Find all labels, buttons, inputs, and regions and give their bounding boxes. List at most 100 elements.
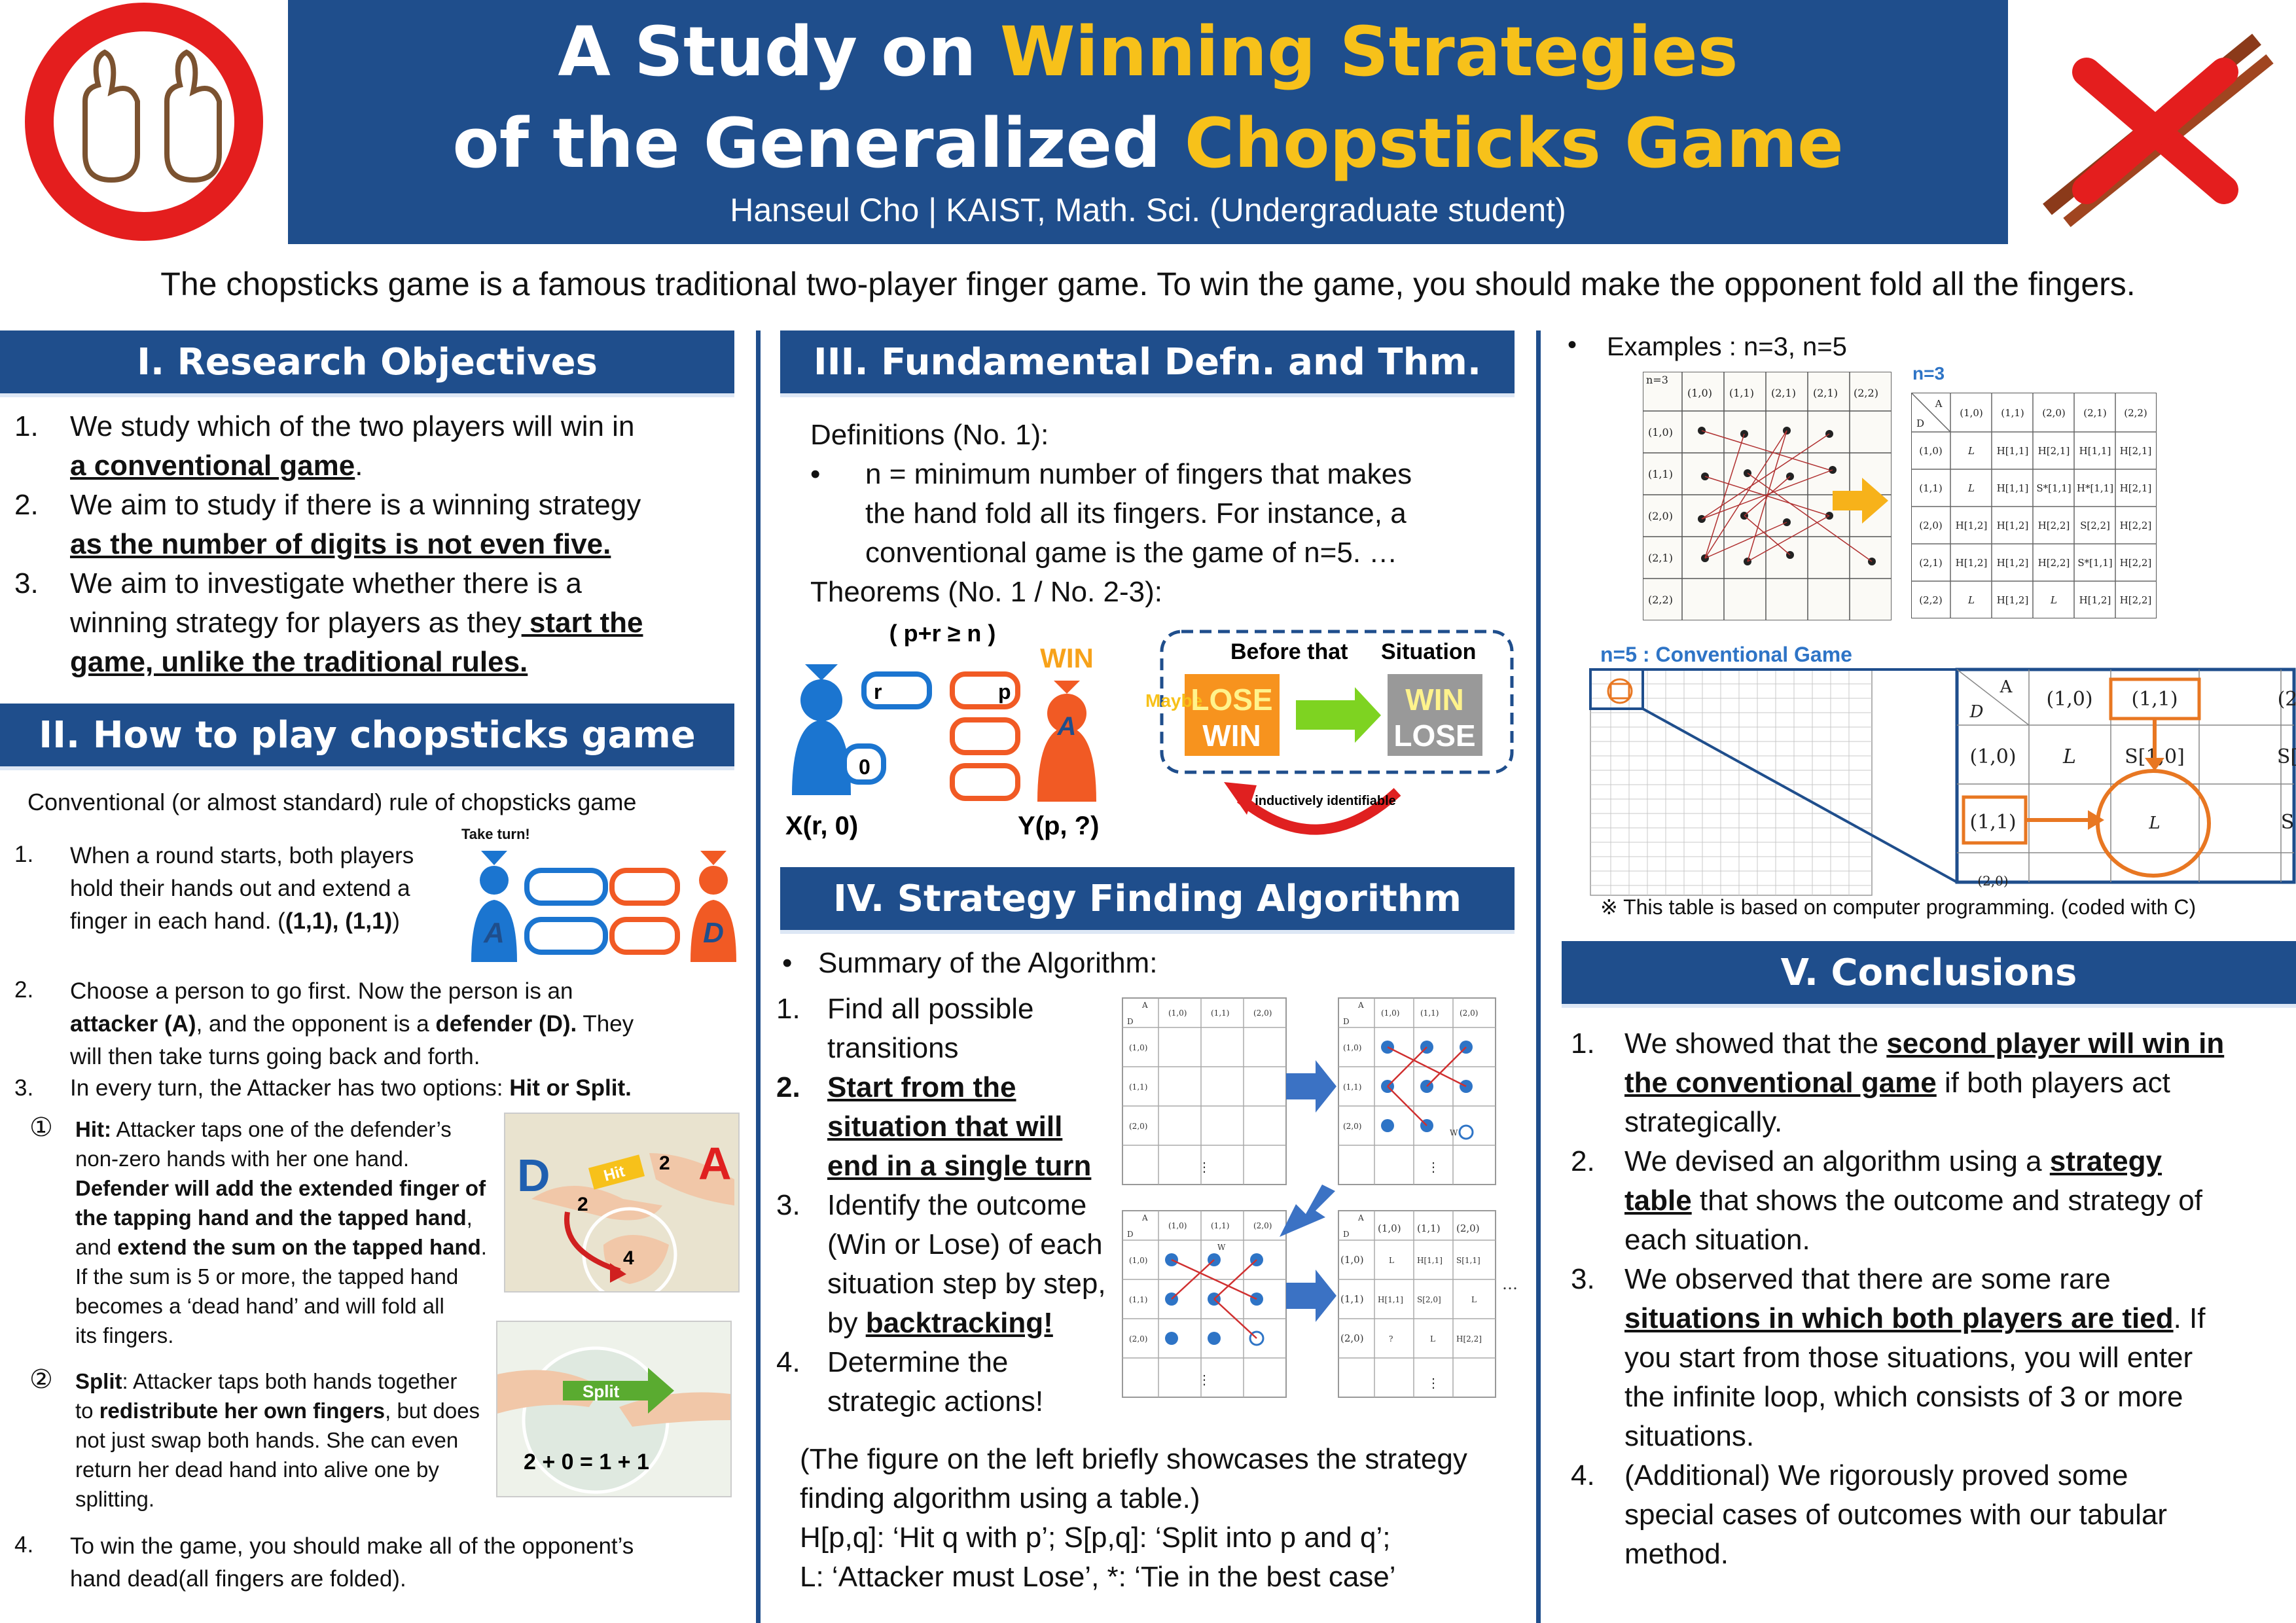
handwritten-n3-table: n=3 (1,0) (1,1) (2,1) (2,1) (2,2) (1,0) (1,1)…: [1643, 372, 1892, 620]
column-divider: [756, 330, 761, 1623]
svg-text:(1,1): (1,1): [1420, 1008, 1439, 1018]
poster-title-line1: A Study on Winning Strategies: [558, 12, 1738, 92]
svg-text:0: 0: [859, 755, 870, 779]
svg-text:(2,0): (2,0): [1253, 1221, 1272, 1230]
svg-text:2 + 0 = 1 + 1: 2 + 0 = 1 + 1: [524, 1450, 649, 1474]
hit-photo: D A Hit 2 2 4: [504, 1113, 740, 1302]
svg-text:LOSE: LOSE: [1191, 683, 1272, 717]
svg-text:L: L: [2062, 745, 2076, 768]
svg-text:Split: Split: [583, 1382, 620, 1401]
take-turn-label: Take turn!: [461, 826, 530, 842]
svg-text:(1,0): (1,0): [1340, 1254, 1364, 1266]
svg-text:A: A: [1935, 398, 1943, 410]
svg-text:H[2,1]: H[2,1]: [2038, 445, 2070, 457]
right-logo: [2008, 0, 2296, 244]
svg-text:n=3: n=3: [1646, 374, 1668, 386]
svg-text:(2,0): (2,0): [1343, 1122, 1361, 1131]
svg-text:r: r: [874, 680, 882, 704]
svg-text:H[2,2]: H[2,2]: [2038, 520, 2070, 531]
svg-text:D: D: [1343, 1230, 1350, 1239]
svg-text:(1,0): (1,0): [1687, 387, 1712, 399]
svg-text:2: 2: [659, 1152, 670, 1174]
rules-subtitle: Conventional (or almost standard) rule o…: [27, 789, 637, 815]
split-marker: ②: [29, 1365, 53, 1394]
svg-text:⋮: ⋮: [1198, 1372, 1211, 1387]
svg-text:(1,1): (1,1): [1343, 1082, 1361, 1092]
svg-text:(2,0): (2,0): [1340, 1332, 1364, 1344]
n3-label: n=3: [1912, 363, 1945, 383]
svg-text:L: L: [1967, 482, 1975, 494]
svg-text:L: L: [2050, 594, 2057, 606]
svg-text:(1,0): (1,0): [1919, 445, 1943, 457]
svg-text:W: W: [1450, 1128, 1458, 1137]
svg-text:p: p: [998, 680, 1011, 704]
svg-text:L: L: [1430, 1334, 1435, 1344]
svg-text:H[1,2]: H[1,2]: [1956, 557, 1988, 569]
split-description: Split: Attacker taps both hands together…: [75, 1369, 480, 1511]
svg-text:(1,0): (1,0): [1381, 1008, 1399, 1018]
svg-text:L: L: [1967, 594, 1975, 606]
svg-text:2: 2: [577, 1194, 588, 1215]
x-state: X(r, 0): [785, 812, 858, 840]
svg-text:H[2,2]: H[2,2]: [2120, 557, 2152, 569]
svg-text:(2,1): (2,1): [1813, 387, 1838, 399]
svg-text:W: W: [1217, 1243, 1226, 1252]
section-2-heading: II. How to play chopsticks game: [0, 704, 734, 770]
svg-text:H[2,1]: H[2,1]: [2120, 445, 2152, 457]
svg-text:H[1,2]: H[1,2]: [1997, 557, 2029, 569]
svg-text:D: D: [1916, 418, 1924, 429]
svg-text:(2,0): (2,0): [1129, 1122, 1147, 1131]
definition-1: n = minimum number of fingers that makes…: [865, 458, 1412, 569]
svg-text:H[2,2]: H[2,2]: [2038, 557, 2070, 569]
svg-text:LOSE: LOSE: [1393, 719, 1475, 753]
svg-text:H*[1,1]: H*[1,1]: [2077, 482, 2113, 494]
svg-text:(1,1): (1,1): [1919, 482, 1943, 494]
section-5-heading: V. Conclusions: [1562, 941, 2296, 1008]
svg-text:Before that: Before that: [1230, 639, 1348, 664]
svg-text:(2,2): (2,2): [1854, 387, 1878, 399]
svg-text:D: D: [1127, 1017, 1134, 1026]
svg-text:(1,1): (1,1): [2001, 407, 2024, 419]
svg-text:(2,2): (2,2): [1648, 594, 1673, 606]
win-label: WIN: [1040, 643, 1094, 673]
svg-text:(2,0): (2,0): [1919, 520, 1943, 531]
column-divider: [1536, 330, 1541, 1623]
svg-text:(1,1): (1,1): [1340, 1293, 1364, 1305]
hit-marker: ①: [29, 1113, 53, 1142]
svg-text:(1,1): (1,1): [1648, 468, 1673, 480]
svg-text:A: A: [1141, 1001, 1148, 1010]
svg-text:⋮: ⋮: [1427, 1159, 1440, 1175]
algorithm-note: (The figure on the left briefly showcase…: [800, 1443, 1467, 1593]
svg-text:S*[1,1]: S*[1,1]: [2036, 482, 2071, 494]
n5-strategy-table-with-zoom: AD (1,0)(1,1)(2 (1,0)(1,1)(2,0) LS[1,0]S…: [1589, 668, 2296, 896]
summary-bullet: •: [782, 947, 793, 979]
hit-description: Hit: Attacker taps one of the defender’s…: [75, 1117, 487, 1347]
examples-bullet: •: [1568, 330, 1577, 359]
attacker-letter: A: [483, 917, 505, 949]
section-4-heading: IV. Strategy Finding Algorithm: [780, 867, 1515, 934]
hands-figure: A D: [471, 851, 736, 962]
split-photo: Split 2 + 0 = 1 + 1: [496, 1321, 732, 1497]
svg-text:(1,0): (1,0): [1168, 1008, 1187, 1018]
section-1-heading: I. Research Objectives: [0, 330, 734, 397]
algorithm-figure: AD (1,0) (1,1) (2,0) (1,0)(1,1)(2,0) ⋮ AD …: [1122, 997, 1518, 1398]
y-state: Y(p, ?): [1018, 812, 1099, 840]
svg-text:(2,1): (2,1): [1648, 552, 1673, 564]
svg-text:H[2,2]: H[2,2]: [2120, 594, 2152, 606]
svg-text:H[1,2]: H[1,2]: [2079, 594, 2111, 606]
svg-text:(1,0): (1,0): [1960, 407, 1983, 419]
svg-text:A: A: [1357, 1001, 1364, 1010]
svg-text:S[2,0]: S[2,0]: [1417, 1295, 1441, 1304]
svg-text:(1,0): (1,0): [1168, 1221, 1187, 1230]
svg-text:(1,0): (1,0): [1969, 745, 2016, 768]
svg-text:⋮: ⋮: [1427, 1375, 1440, 1391]
svg-text:4: 4: [623, 1247, 634, 1269]
examples-label: Examples : n=3, n=5: [1607, 332, 1847, 361]
svg-text:H[1,1]: H[1,1]: [1378, 1295, 1403, 1304]
svg-text:A: A: [1057, 712, 1077, 741]
authors: Hanseul Cho | KAIST, Math. Sci. (Undergr…: [730, 192, 1566, 228]
svg-text:(1,0): (1,0): [1648, 426, 1673, 438]
svg-text:(1,0): (1,0): [1129, 1256, 1147, 1265]
definitions-label: Definitions (No. 1):: [810, 419, 1049, 451]
svg-text:H[2,2]: H[2,2]: [1456, 1334, 1482, 1344]
